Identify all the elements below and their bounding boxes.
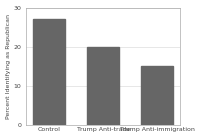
Bar [33, 19, 65, 125]
Bar [141, 66, 173, 125]
Bar [87, 47, 119, 125]
Y-axis label: Percent Identifying as Republican: Percent Identifying as Republican [6, 14, 11, 119]
